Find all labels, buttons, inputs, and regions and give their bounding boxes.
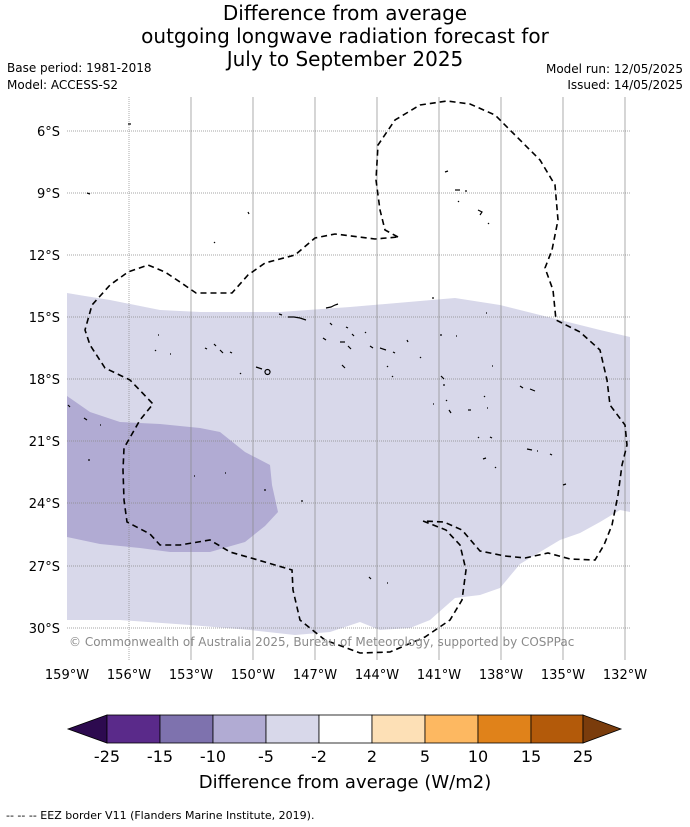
colorbar-tick-label: -2 [311, 747, 327, 766]
lon-label: 156°W [107, 668, 151, 683]
colorbar-tick-label: -15 [147, 747, 173, 766]
colorbar-tick-label: 15 [521, 747, 541, 766]
colorbar-tick-label: -5 [258, 747, 274, 766]
lon-label: 138°W [479, 668, 523, 683]
base-period: Base period: 1981-2018 [7, 61, 152, 75]
lat-label: 18°S [29, 373, 60, 388]
lat-label: 9°S [37, 187, 60, 202]
colorbar-swatch [424, 714, 479, 744]
lon-label: 144°W [355, 668, 399, 683]
lon-label: 147°W [293, 668, 337, 683]
title-line-3: July to September 2025 [226, 47, 464, 71]
lon-label: 159°W [45, 668, 89, 683]
map-figure: 6°S 9°S 12°S 15°S 18°S 21°S 24°S 27°S 30… [29, 97, 647, 793]
lon-label: 135°W [541, 668, 585, 683]
anomaly-region-dark [67, 396, 278, 552]
lat-label: 24°S [29, 497, 60, 512]
lat-label: 30°S [29, 622, 60, 637]
colorbar-tick-label: -25 [94, 747, 120, 766]
colorbar-swatch [106, 714, 161, 744]
latitude-labels: 6°S 9°S 12°S 15°S 18°S 21°S 24°S 27°S 30… [29, 125, 60, 637]
graticule [67, 97, 630, 660]
model-name: Model: ACCESS-S2 [7, 78, 119, 92]
lon-label: 150°W [231, 668, 275, 683]
title-line-1: Difference from average [222, 1, 468, 25]
colorbar-swatch [530, 714, 584, 744]
colorbar-swatch [477, 714, 532, 744]
lon-label: 153°W [169, 668, 213, 683]
eez-footnote: -- -- -- EEZ border V11 (Flanders Marine… [6, 809, 315, 822]
colorbar-swatch [159, 714, 214, 744]
lat-label: 12°S [29, 249, 60, 264]
colorbar-tick-label: 2 [367, 747, 377, 766]
colorbar-swatch [265, 714, 320, 744]
title-line-2: outgoing longwave radiation forecast for [141, 24, 549, 48]
colorbar: -25 -15 -10 -5 -2 2 5 10 15 25 Differenc… [66, 714, 623, 793]
colorbar-tick-label: 5 [420, 747, 430, 766]
copyright-notice: © Commonwealth of Australia 2025, Bureau… [69, 635, 574, 649]
colorbar-tick-label: 25 [573, 747, 593, 766]
lon-label: 141°W [417, 668, 461, 683]
lat-label: 15°S [29, 311, 60, 326]
lat-label: 27°S [29, 560, 60, 575]
eez-border [84, 100, 628, 654]
issued-date: Issued: 14/05/2025 [567, 78, 683, 92]
colorbar-tick-label: -10 [200, 747, 226, 766]
colorbar-tick-label: 10 [468, 747, 488, 766]
islands [67, 123, 567, 584]
lon-label: 132°W [603, 668, 647, 683]
longitude-labels: 159°W 156°W 153°W 150°W 147°W 144°W 141°… [45, 668, 647, 683]
colorbar-low-extension [66, 714, 108, 744]
colorbar-swatch [212, 714, 267, 744]
lat-label: 6°S [37, 125, 60, 140]
colorbar-swatch [371, 714, 426, 744]
colorbar-swatch [318, 714, 373, 744]
model-run: Model run: 12/05/2025 [545, 62, 683, 76]
colorbar-title: Difference from average (W/m2) [199, 772, 491, 793]
colorbar-high-extension [582, 714, 623, 744]
lat-label: 21°S [29, 435, 60, 450]
